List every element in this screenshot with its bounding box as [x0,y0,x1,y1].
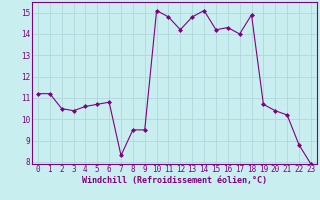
X-axis label: Windchill (Refroidissement éolien,°C): Windchill (Refroidissement éolien,°C) [82,176,267,185]
